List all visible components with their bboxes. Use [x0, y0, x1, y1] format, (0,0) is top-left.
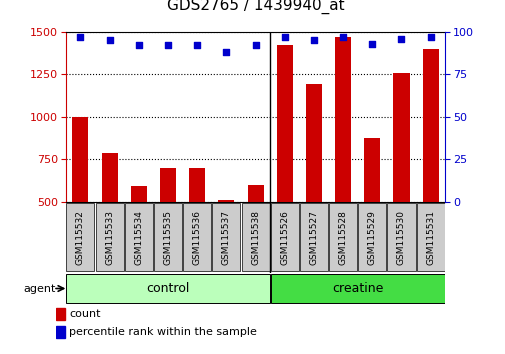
Point: [164, 42, 172, 48]
Point: [76, 34, 84, 40]
Point: [251, 42, 259, 48]
Text: GSM115529: GSM115529: [367, 210, 376, 265]
FancyBboxPatch shape: [387, 203, 415, 271]
Bar: [218, 200, 234, 202]
Bar: [364, 138, 380, 202]
Text: GSM115534: GSM115534: [134, 210, 143, 265]
FancyBboxPatch shape: [66, 274, 269, 303]
Point: [426, 34, 434, 40]
Text: GSM115537: GSM115537: [221, 210, 230, 265]
Bar: [160, 168, 176, 202]
Bar: [334, 37, 350, 202]
Point: [338, 34, 346, 40]
Text: GSM115531: GSM115531: [425, 210, 434, 265]
FancyBboxPatch shape: [270, 203, 298, 271]
FancyBboxPatch shape: [270, 274, 444, 303]
Text: GSM115526: GSM115526: [280, 210, 289, 265]
Bar: [422, 49, 438, 202]
Text: GSM115530: GSM115530: [396, 210, 405, 265]
Text: creatine: creatine: [331, 282, 383, 295]
Bar: [130, 187, 146, 202]
Point: [106, 38, 114, 43]
FancyBboxPatch shape: [299, 203, 327, 271]
Text: count: count: [69, 309, 100, 319]
Bar: [72, 117, 88, 202]
FancyBboxPatch shape: [125, 203, 153, 271]
FancyBboxPatch shape: [416, 203, 444, 271]
Text: control: control: [146, 282, 189, 295]
FancyBboxPatch shape: [241, 203, 269, 271]
FancyBboxPatch shape: [66, 203, 94, 271]
Bar: [306, 84, 321, 202]
Text: percentile rank within the sample: percentile rank within the sample: [69, 327, 257, 337]
Bar: [102, 153, 117, 202]
Text: GSM115536: GSM115536: [192, 210, 201, 265]
Point: [309, 38, 317, 43]
FancyBboxPatch shape: [183, 203, 211, 271]
Text: GDS2765 / 1439940_at: GDS2765 / 1439940_at: [166, 0, 344, 14]
Text: GSM115538: GSM115538: [250, 210, 260, 265]
FancyBboxPatch shape: [358, 203, 385, 271]
Point: [368, 41, 376, 47]
Text: GSM115533: GSM115533: [105, 210, 114, 265]
Point: [193, 42, 201, 48]
Bar: [276, 45, 292, 202]
Text: GSM115532: GSM115532: [76, 210, 85, 265]
Bar: [189, 168, 205, 202]
FancyBboxPatch shape: [212, 203, 240, 271]
Bar: [56, 326, 65, 338]
Text: GSM115527: GSM115527: [309, 210, 318, 265]
Text: GSM115528: GSM115528: [338, 210, 347, 265]
Bar: [393, 74, 409, 202]
Point: [280, 34, 288, 40]
FancyBboxPatch shape: [95, 203, 123, 271]
Point: [396, 36, 405, 41]
Text: GSM115535: GSM115535: [163, 210, 172, 265]
Text: agent: agent: [23, 284, 56, 293]
Bar: [247, 185, 263, 202]
FancyBboxPatch shape: [328, 203, 357, 271]
FancyBboxPatch shape: [154, 203, 182, 271]
Point: [134, 42, 142, 48]
Bar: [56, 308, 65, 320]
Point: [222, 50, 230, 55]
